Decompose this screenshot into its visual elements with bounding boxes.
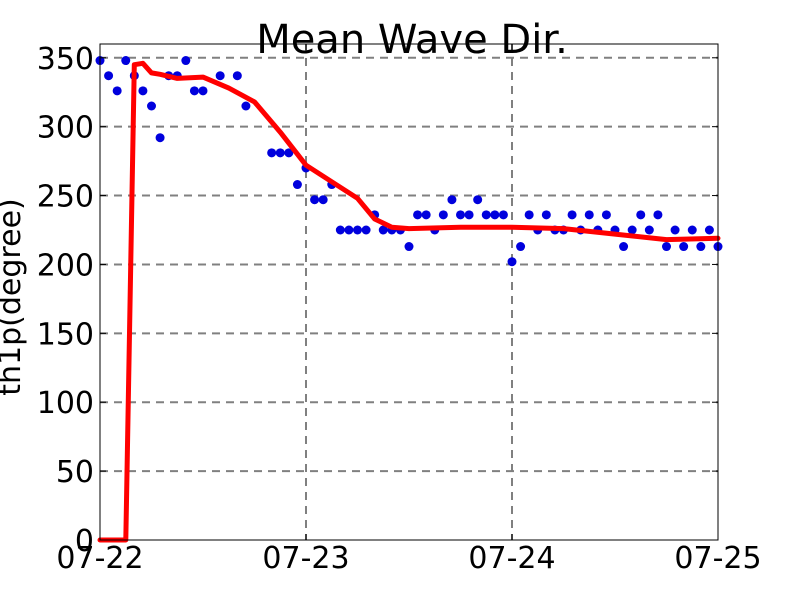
data-point bbox=[310, 195, 320, 205]
data-point bbox=[361, 225, 371, 235]
data-point bbox=[241, 101, 251, 111]
data-point bbox=[507, 257, 517, 267]
smoothed-line bbox=[97, 60, 721, 543]
data-point bbox=[490, 210, 500, 220]
data-point bbox=[524, 210, 534, 220]
data-point bbox=[318, 195, 328, 205]
plot-background bbox=[100, 44, 718, 540]
y-tick-label: 250 bbox=[37, 180, 94, 215]
data-point bbox=[189, 86, 199, 96]
data-point bbox=[138, 86, 148, 96]
data-point bbox=[473, 195, 483, 205]
data-point bbox=[155, 133, 165, 143]
data-point bbox=[670, 225, 680, 235]
x-tick-label: 07-22 bbox=[56, 541, 143, 576]
data-point bbox=[567, 210, 577, 220]
data-point bbox=[601, 210, 611, 220]
x-tick-label: 07-25 bbox=[674, 541, 761, 576]
y-tick-label: 350 bbox=[37, 42, 94, 77]
data-point bbox=[232, 71, 242, 81]
chart-title: Mean Wave Dir. bbox=[256, 17, 568, 63]
data-point bbox=[284, 148, 294, 158]
data-point bbox=[344, 225, 354, 235]
y-axis-label: th1p(degree) bbox=[0, 198, 28, 395]
data-point bbox=[704, 225, 714, 235]
grid-lines bbox=[100, 44, 718, 540]
data-point bbox=[104, 71, 114, 81]
data-point bbox=[456, 210, 465, 220]
data-point bbox=[147, 101, 156, 111]
data-point bbox=[516, 242, 526, 252]
data-point bbox=[438, 210, 448, 220]
y-tick-label: 200 bbox=[37, 248, 94, 283]
series-line bbox=[97, 60, 721, 543]
data-point bbox=[121, 56, 131, 66]
plot-frame bbox=[99, 43, 719, 541]
data-point bbox=[541, 210, 551, 220]
data-point bbox=[267, 148, 277, 158]
data-point bbox=[275, 148, 285, 158]
data-point bbox=[404, 242, 414, 252]
data-point bbox=[687, 225, 697, 235]
data-point bbox=[378, 225, 388, 235]
y-tick-label: 150 bbox=[37, 317, 94, 352]
data-point bbox=[696, 242, 706, 252]
data-point bbox=[292, 180, 302, 190]
y-tick-label: 0 bbox=[75, 524, 94, 559]
data-point bbox=[198, 86, 208, 96]
data-point bbox=[653, 210, 663, 220]
data-point bbox=[662, 242, 671, 252]
data-point bbox=[627, 225, 637, 235]
data-point bbox=[421, 210, 431, 220]
axis-ticks: 0 50 100 150 200 250 300 350 07-22 07-23 07-24 07-2… bbox=[37, 42, 762, 576]
data-point bbox=[644, 225, 654, 235]
data-point bbox=[584, 210, 594, 220]
data-point bbox=[447, 195, 457, 205]
y-tick-label: 300 bbox=[37, 111, 94, 146]
data-point bbox=[413, 210, 423, 220]
y-tick-label: 100 bbox=[37, 386, 94, 421]
data-point bbox=[112, 86, 122, 96]
data-point bbox=[181, 56, 191, 66]
data-point bbox=[619, 242, 629, 252]
data-point bbox=[335, 225, 345, 235]
data-point bbox=[353, 225, 362, 235]
x-tick-label: 07-24 bbox=[468, 541, 555, 576]
data-point bbox=[498, 210, 508, 220]
data-point bbox=[215, 71, 225, 81]
data-point bbox=[464, 210, 474, 220]
data-point bbox=[481, 210, 491, 220]
data-point bbox=[636, 210, 646, 220]
y-tick-label: 50 bbox=[56, 455, 94, 490]
x-tick-label: 07-23 bbox=[262, 541, 349, 576]
data-point bbox=[679, 242, 689, 252]
